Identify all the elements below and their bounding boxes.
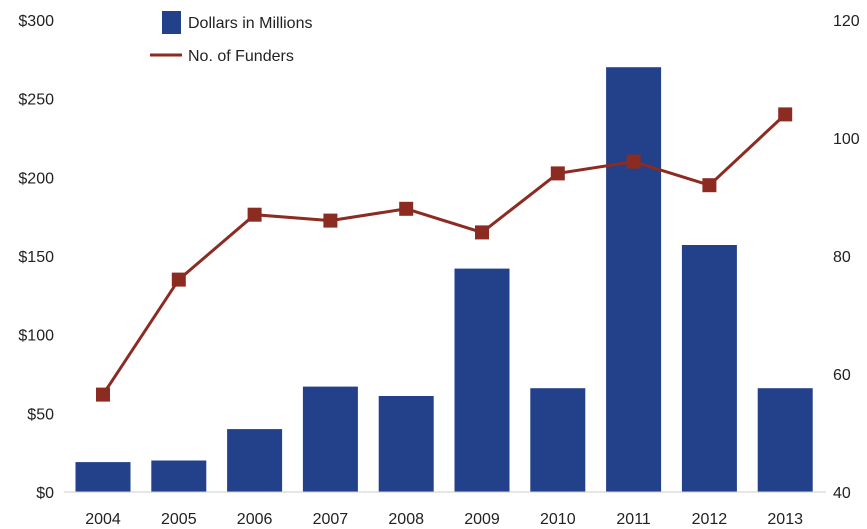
funders-point-2010 [550, 166, 565, 181]
legend-label-bar: Dollars in Millions [188, 15, 312, 32]
x-tick-label: 2004 [85, 511, 121, 528]
bar-2013 [757, 388, 813, 492]
funders-point-2006 [247, 207, 262, 222]
x-tick-label: 2010 [540, 511, 576, 528]
funders-point-2008 [399, 201, 414, 216]
left-tick-label: $200 [18, 170, 54, 187]
right-tick-label: 120 [833, 13, 860, 30]
x-tick-label: 2007 [313, 511, 349, 528]
right-tick-label: 80 [833, 249, 851, 266]
left-tick-label: $100 [18, 328, 54, 345]
x-tick-label: 2011 [616, 511, 651, 528]
funders-point-2013 [778, 107, 793, 122]
bar-2012 [681, 245, 737, 492]
bar-2004 [75, 462, 131, 492]
right-tick-label: 40 [833, 485, 851, 502]
x-axis: 2004 2005 2006 2007 2008 2009 2010 2011 2012 2013 [85, 511, 803, 528]
x-tick-label: 2005 [161, 511, 197, 528]
bar-2006 [227, 429, 283, 492]
bar-2009 [454, 268, 510, 492]
bar-2005 [151, 460, 207, 492]
right-tick-label: 60 [833, 367, 851, 384]
left-axis: $0 $50 $100 $150 $200 $250 $300 [18, 13, 54, 502]
bar-2011 [606, 67, 662, 492]
left-tick-label: $50 [27, 406, 54, 423]
legend: Dollars in Millions No. of Funders [150, 11, 312, 65]
funders-point-2007 [323, 213, 338, 228]
bar-series [75, 67, 813, 492]
left-tick-label: $0 [36, 485, 54, 502]
funders-point-2005 [171, 272, 186, 287]
bar-2010 [530, 388, 586, 492]
x-tick-label: 2006 [237, 511, 273, 528]
funders-point-2012 [702, 178, 717, 193]
left-tick-label: $300 [18, 13, 54, 30]
left-tick-label: $150 [18, 249, 54, 266]
funders-point-2004 [96, 387, 110, 402]
right-axis: 40 60 80 100 120 [833, 13, 860, 502]
funders-line [101, 113, 787, 396]
line-series [96, 107, 793, 402]
funders-point-2011 [626, 154, 641, 169]
right-tick-label: 100 [833, 131, 860, 148]
legend-swatch-bar [162, 11, 181, 34]
legend-label-line: No. of Funders [188, 48, 294, 65]
funders-point-2009 [475, 225, 489, 240]
bar-2007 [302, 386, 358, 492]
x-tick-label: 2008 [388, 511, 424, 528]
bar-2008 [378, 396, 434, 492]
x-tick-label: 2009 [464, 511, 500, 528]
x-tick-label: 2012 [692, 511, 728, 528]
x-tick-label: 2013 [767, 511, 803, 528]
left-tick-label: $250 [18, 92, 54, 109]
